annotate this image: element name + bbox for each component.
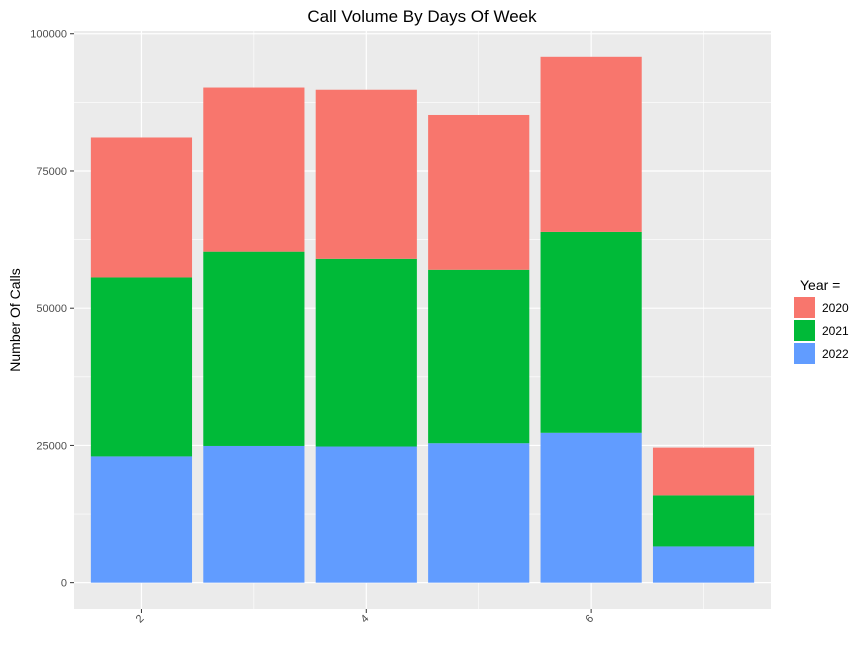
legend-key-2020 [794,297,815,318]
chart-title: Call Volume By Days Of Week [307,7,537,26]
y-tick-label: 75000 [36,166,67,178]
bar-segment-2022 [90,456,193,583]
bar-segment-2021 [428,269,530,444]
y-tick-label: 100000 [30,29,67,41]
y-tick-label: 50000 [36,303,67,315]
bar-segment-2020 [428,114,530,270]
bar-segment-2022 [652,546,755,583]
y-tick-label: 0 [61,578,67,590]
legend-title: Year = [800,277,840,293]
bar-segment-2020 [90,137,193,278]
bar-segment-2020 [652,447,755,496]
bar-segment-2021 [652,495,755,547]
bar-segment-2022 [203,445,305,583]
bar-segment-2021 [90,277,193,457]
bar-segment-2022 [315,446,417,583]
legend-key-2021 [794,320,815,341]
bar-segment-2021 [203,251,305,446]
bar-segment-2020 [203,87,305,252]
legend-label-2021: 2021 [822,324,849,338]
bar-segment-2022 [540,432,642,583]
bars [90,56,755,583]
bar-segment-2021 [540,231,642,433]
y-tick-label: 25000 [36,440,67,452]
legend-key-2022 [794,343,815,364]
legend-label-2022: 2022 [822,347,849,361]
bar-segment-2020 [540,56,642,232]
legend: Year = 2020 2021 2022 [794,277,849,364]
bar-segment-2022 [428,443,530,583]
bar-segment-2020 [315,89,417,259]
legend-label-2020: 2020 [822,301,849,315]
y-axis-title: Number Of Calls [7,268,23,371]
bar-segment-2021 [315,258,417,447]
